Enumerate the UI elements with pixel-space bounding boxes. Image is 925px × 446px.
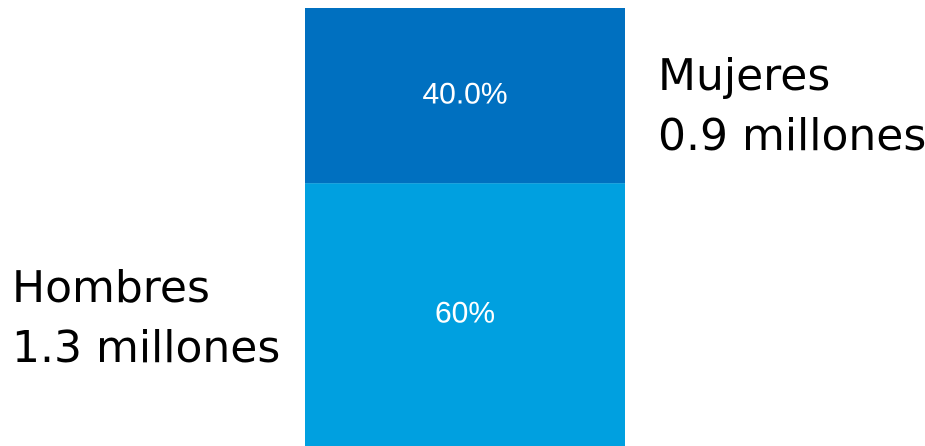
data-label-hombres: 60% [435, 297, 495, 330]
side-label-hombres-name: Hombres [12, 262, 210, 313]
side-label-mujeres-value: 0.9 millones [658, 110, 925, 161]
side-label-mujeres-name: Mujeres [658, 50, 830, 101]
segment-data-labels: 60% 40.0% [422, 78, 507, 330]
side-label-hombres-value: 1.3 millones [12, 322, 280, 373]
series-side-labels: Hombres 1.3 millones Mujeres 0.9 millones [12, 50, 925, 373]
bar-segment-hombres [305, 183, 625, 446]
bar-segments [305, 8, 625, 446]
data-label-mujeres: 40.0% [422, 78, 507, 111]
bar-segment-mujeres [305, 8, 625, 184]
